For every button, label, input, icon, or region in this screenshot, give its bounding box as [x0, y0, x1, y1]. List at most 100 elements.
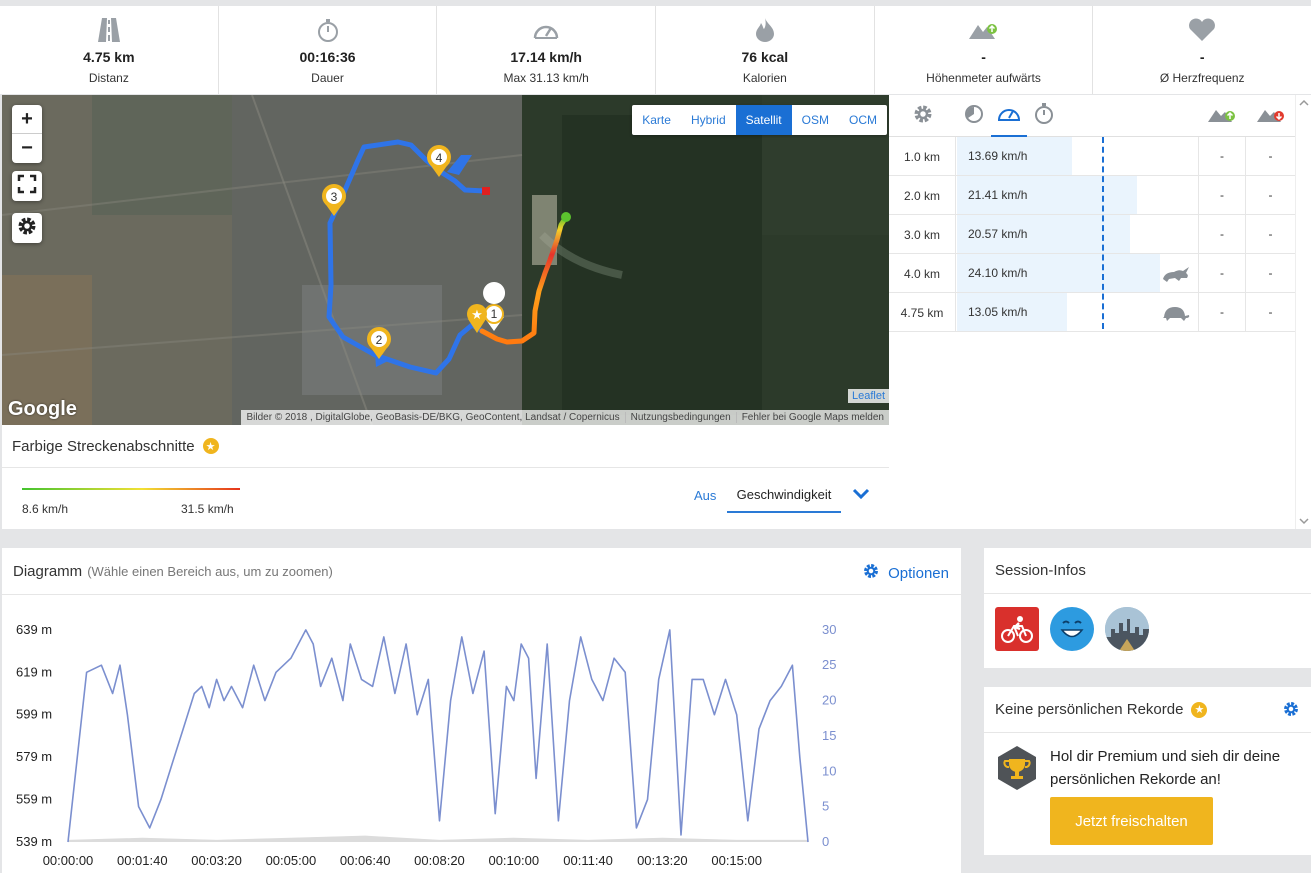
stat-value: - — [1199, 49, 1205, 65]
zoom-control: + − — [12, 105, 42, 163]
stat-calories: 76 kcal Kalorien — [656, 6, 875, 94]
rabbit-icon — [1161, 254, 1191, 293]
speed-cell: 24.10 km/h — [968, 266, 1028, 280]
city-weather-icon[interactable] — [1105, 607, 1149, 651]
x-tick-label: 00:11:40 — [563, 853, 613, 868]
elevation-down-cell: - — [1268, 305, 1273, 319]
y-left-tick-label: 599 m — [16, 707, 52, 722]
layer-hybrid[interactable]: Hybrid — [690, 113, 726, 127]
layer-karte[interactable]: Karte — [642, 113, 671, 127]
bike-icon[interactable] — [995, 607, 1039, 651]
colored-sections-title: Farbige Streckenabschnitte — [12, 437, 195, 455]
flame-icon — [755, 17, 775, 43]
end-point — [482, 187, 490, 195]
layer-osm[interactable]: OSM — [801, 113, 829, 127]
km-marker-4 — [427, 145, 451, 177]
gradient-max-label: 31.5 km/h — [181, 502, 234, 516]
km-marker-label: 1 — [491, 307, 498, 321]
speed-cell: 21.41 km/h — [968, 188, 1028, 202]
x-tick-label: 00:08:20 — [414, 853, 465, 868]
x-tick-label: 00:13:20 — [637, 853, 688, 868]
gear-icon — [862, 562, 880, 584]
gear-icon — [16, 215, 38, 242]
stat-elevation-up: - Höhenmeter aufwärts — [875, 6, 1094, 94]
speed-cell: 20.57 km/h — [968, 227, 1028, 241]
elevation-speed-chart[interactable]: 639 m 619 m 599 m 579 m 559 m 539 m 30 25 20 15 10… — [2, 595, 961, 873]
route-map[interactable]: 1 ★ 2 3 4 + − Karte — [2, 95, 889, 425]
options-label: Optionen — [888, 564, 949, 582]
elevation-down-cell: - — [1268, 149, 1273, 163]
stopwatch-icon — [1034, 102, 1054, 130]
diagram-panel: Diagramm (Wähle einen Bereich aus, um zu… — [2, 548, 961, 873]
y-right-tick-label: 20 — [822, 693, 836, 708]
sections-off-option[interactable]: Aus — [694, 488, 717, 503]
map-attribution: Bilder © 2018 , DigitalGlobe, GeoBasis-D… — [241, 410, 889, 425]
start-point — [561, 212, 571, 222]
terms-link[interactable]: Nutzungsbedingungen — [624, 412, 736, 423]
session-infos-title: Session-Infos — [995, 562, 1086, 579]
records-settings-button[interactable] — [1282, 700, 1300, 722]
stat-label: Kalorien — [742, 71, 787, 85]
table-row[interactable]: 4.75 km 13.05 km/h - - — [889, 293, 1295, 332]
km-marker-3 — [322, 184, 346, 216]
promo-line-1: Hol dir Premium und sieh dir deine — [1050, 748, 1281, 765]
diagram-options-button[interactable]: Optionen — [862, 562, 949, 584]
turtle-icon — [1161, 293, 1191, 332]
unlock-premium-button[interactable]: Jetzt freischalten — [1050, 797, 1213, 845]
premium-star-icon: ★ — [1191, 701, 1208, 718]
promo-line-2: persönlichen Rekorde an! — [1050, 771, 1221, 788]
diagram-hint: (Wähle einen Bereich aus, um zu zoomen) — [87, 563, 333, 579]
sections-metric-select[interactable]: Geschwindigkeit — [727, 483, 841, 513]
leaflet-link[interactable]: Leaflet — [847, 389, 889, 403]
speed-series-line — [67, 629, 809, 843]
y-left-tick-label: 619 m — [16, 664, 52, 679]
table-row[interactable]: 4.0 km 24.10 km/h - - — [889, 254, 1295, 293]
table-settings-button[interactable] — [889, 95, 956, 137]
map-layer-switcher: Karte Hybrid Satellit OSM OCM — [632, 105, 887, 135]
y-right-tick-label: 25 — [822, 657, 836, 672]
elevation-down-cell: - — [1268, 227, 1273, 241]
pace-icon — [964, 104, 984, 129]
imagery-credit: Bilder © 2018 , DigitalGlobe, GeoBasis-D… — [246, 412, 620, 423]
km-cell: 4.75 km — [889, 293, 956, 332]
gear-icon — [1282, 702, 1300, 722]
tab-speed[interactable] — [991, 95, 1027, 137]
mountain-up-icon — [968, 17, 999, 43]
session-infos-header: Session-Infos — [984, 548, 1311, 594]
smiley-icon[interactable] — [1050, 607, 1094, 651]
average-speed-line — [1102, 137, 1104, 329]
table-row[interactable]: 2.0 km 21.41 km/h - - — [889, 176, 1295, 215]
y-left-tick-label: 579 m — [16, 749, 52, 764]
stat-label: Höhenmeter aufwärts — [926, 71, 1041, 85]
table-row[interactable]: 3.0 km 20.57 km/h - - — [889, 215, 1295, 254]
map-settings-button[interactable] — [12, 213, 42, 243]
x-tick-label: 00:05:00 — [266, 853, 317, 868]
y-right-tick-label: 30 — [822, 622, 836, 637]
stat-value: 4.75 km — [83, 49, 135, 65]
speed-bar — [957, 293, 1067, 331]
stat-value: 00:16:36 — [299, 49, 356, 65]
km-cell: 2.0 km — [889, 176, 956, 215]
road-icon — [97, 17, 120, 43]
elevation-area — [68, 835, 808, 842]
fullscreen-button[interactable] — [12, 171, 42, 201]
report-error-link[interactable]: Fehler bei Google Maps melden — [735, 412, 889, 423]
elevation-down-cell: - — [1268, 188, 1273, 202]
table-scrollbar[interactable] — [1295, 95, 1311, 529]
table-row[interactable]: 1.0 km 13.69 km/h - - — [889, 137, 1295, 176]
google-logo: Google — [8, 398, 77, 420]
zoom-in-button[interactable]: + — [12, 105, 42, 134]
layer-satellit[interactable]: Satellit — [735, 105, 792, 135]
tab-pace[interactable] — [957, 95, 991, 137]
zoom-out-button[interactable]: − — [21, 137, 33, 159]
km-marker-label: 2 — [376, 333, 383, 347]
x-tick-label: 00:03:20 — [191, 853, 242, 868]
layer-ocm[interactable]: OCM — [849, 113, 877, 127]
col-elevation-up — [1198, 95, 1246, 137]
elevation-up-cell: - — [1198, 215, 1246, 254]
chevron-down-icon[interactable] — [850, 483, 872, 510]
stat-value: - — [981, 49, 986, 65]
tab-duration[interactable] — [1027, 95, 1061, 137]
diagram-title: Diagramm — [13, 562, 83, 580]
stat-label: Max 31.13 km/h — [503, 71, 589, 85]
